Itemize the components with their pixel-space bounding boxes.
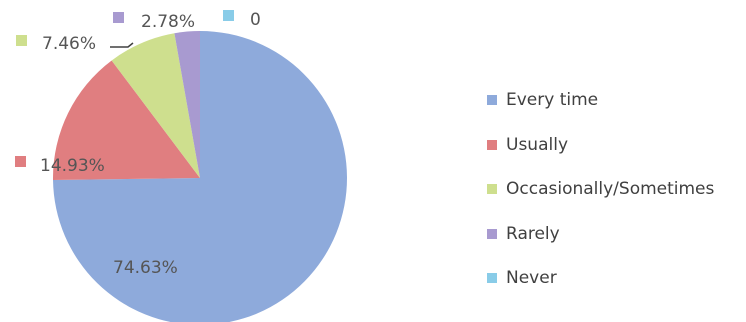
legend-swatch: [487, 139, 497, 150]
data-label-occasionally-sometimes: 7.46%: [42, 34, 96, 54]
legend-swatch: [487, 95, 497, 106]
legend-item-every-time: Every time: [487, 78, 714, 123]
legend-swatch: [487, 228, 497, 239]
legend-label: Every time: [506, 90, 599, 111]
callout-line-occasionally-sometimes: [110, 42, 134, 48]
pie-slice-usually: [52, 60, 200, 181]
legend-label: Never: [506, 268, 557, 289]
legend: Every time Usually Occasionally/Sometime…: [487, 78, 714, 301]
data-label-rarely: 2.78%: [141, 12, 195, 32]
legend-item-rarely: Rarely: [487, 212, 714, 257]
legend-item-occasionally-sometimes: Occasionally/Sometimes: [487, 167, 714, 212]
data-label-usually: 14.93%: [40, 156, 105, 176]
label-marker-usually: [15, 156, 26, 167]
legend-label: Rarely: [506, 223, 560, 244]
legend-item-usually: Usually: [487, 123, 714, 168]
label-marker-occasionally-sometimes: [16, 35, 27, 46]
pie-slice-rarely: [174, 31, 200, 178]
legend-item-never: Never: [487, 256, 714, 301]
pie-data-labels: 74.63% 14.93% 7.46% 2.78% 0: [15, 10, 261, 278]
label-marker-never: [223, 10, 234, 21]
data-label-every-time: 74.63%: [113, 258, 178, 278]
pie-slice-every-time: [53, 31, 347, 322]
legend-label: Usually: [506, 134, 568, 155]
pie-slices: [52, 31, 347, 322]
pie-callouts: [110, 42, 134, 48]
label-marker-rarely: [113, 12, 124, 23]
data-label-never: 0: [250, 10, 261, 30]
pie-slice-occasionally-sometimes: [111, 33, 200, 179]
legend-swatch: [487, 184, 497, 195]
legend-swatch: [487, 273, 497, 284]
legend-label: Occasionally/Sometimes: [506, 179, 715, 200]
